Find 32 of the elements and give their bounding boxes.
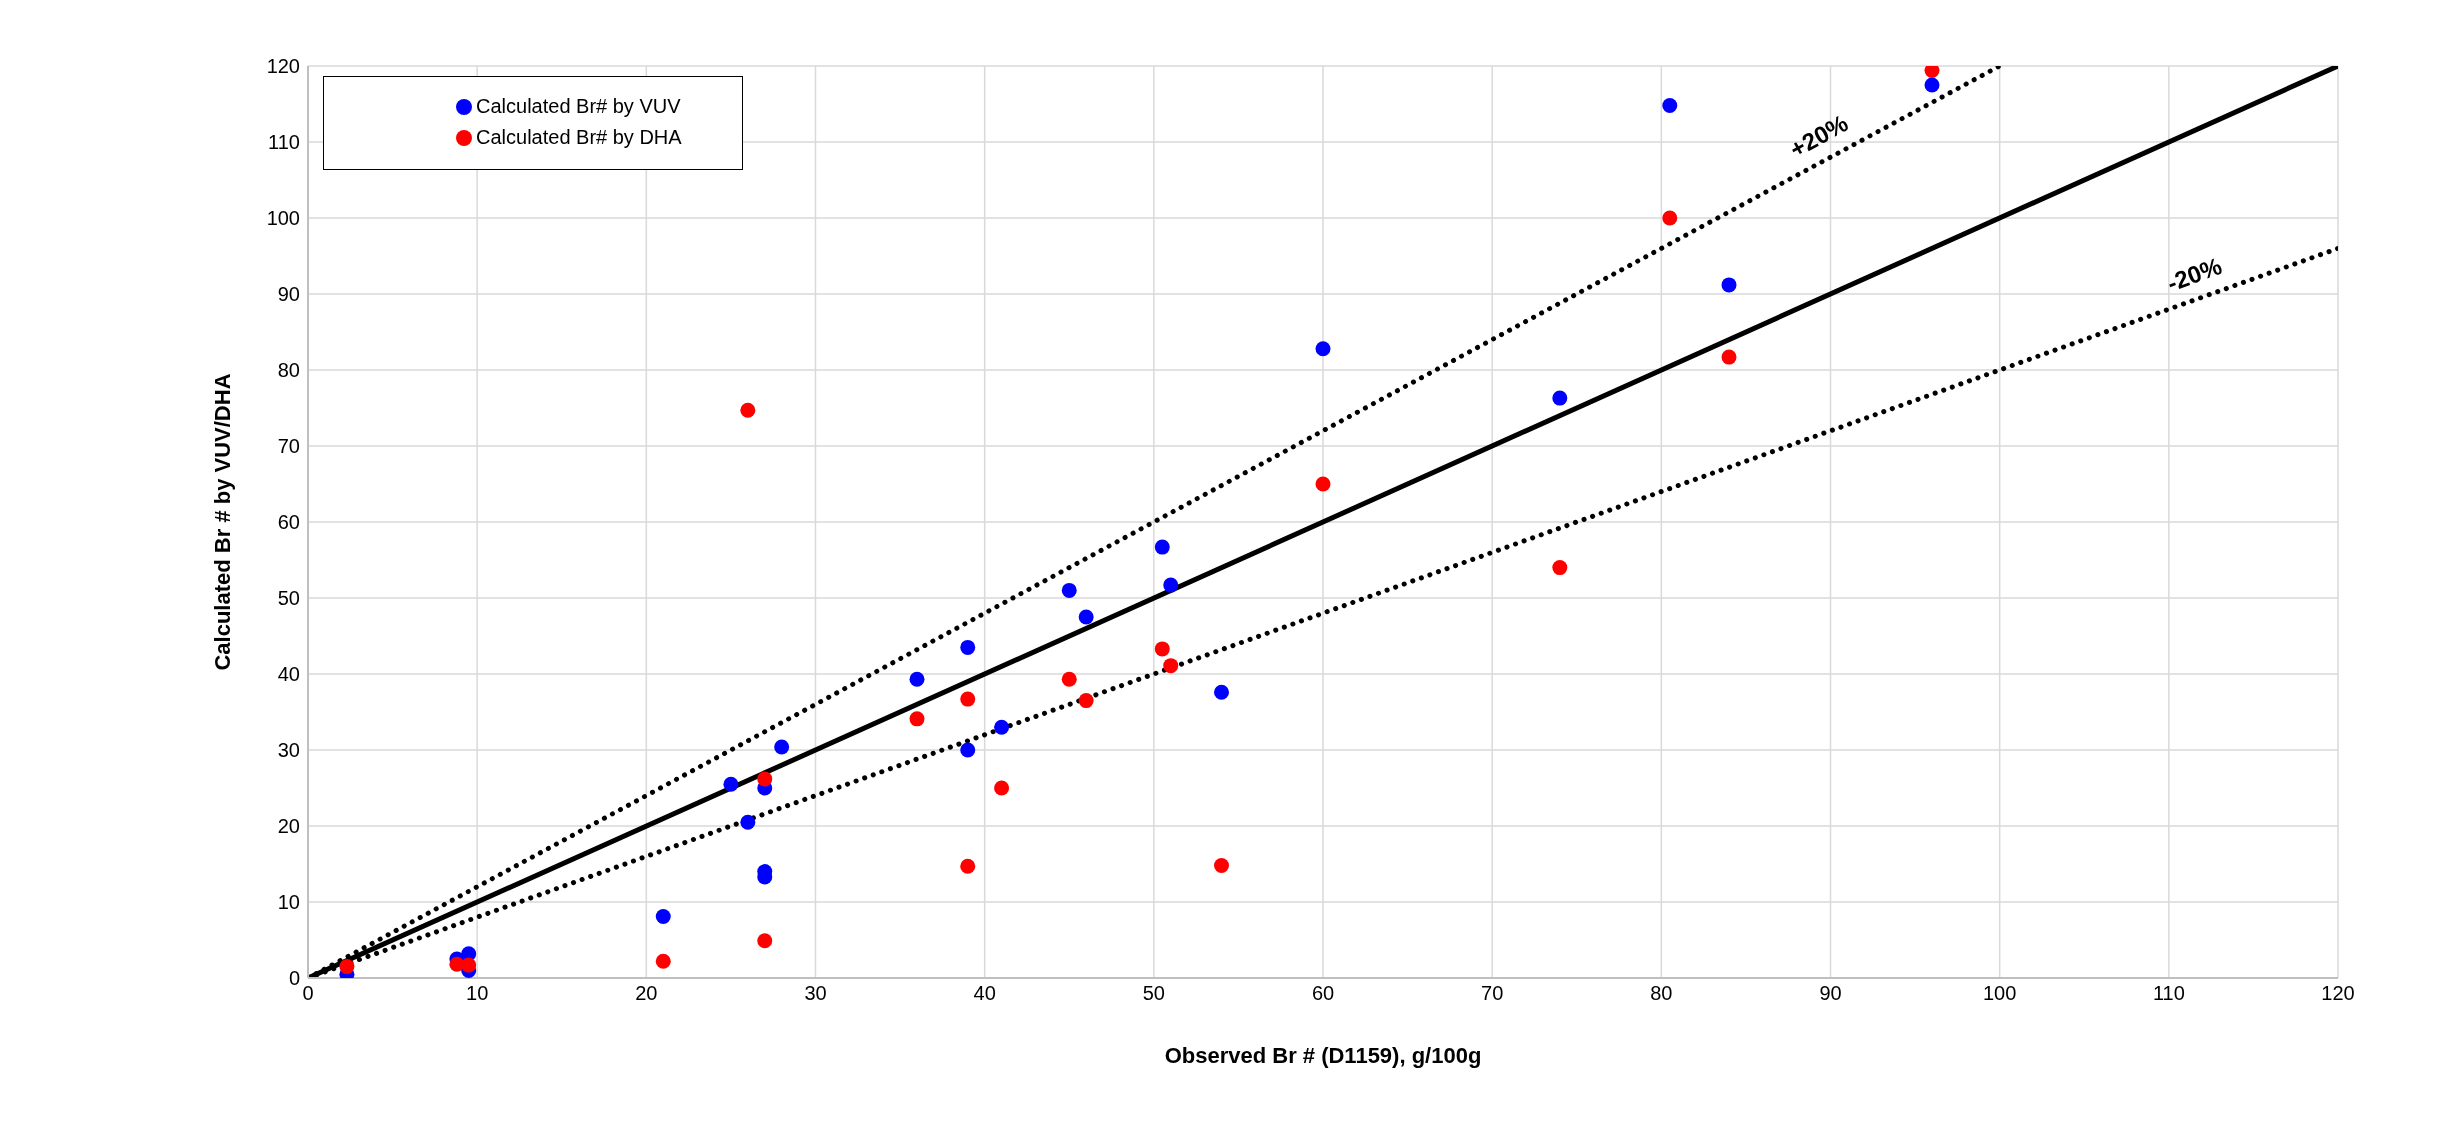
- legend-label: Calculated Br# by DHA: [476, 126, 682, 149]
- y-tick-label: 90: [277, 283, 300, 306]
- annotation: +20%: [1785, 109, 1853, 163]
- y-tick-label: 80: [277, 359, 300, 382]
- y-tick-label: 0: [288, 967, 300, 990]
- annotation: -20%: [2163, 252, 2226, 297]
- y-tick-label: 40: [277, 663, 300, 686]
- x-axis-title: Observed Br # (D1159), g/100g: [1164, 1043, 1482, 1068]
- y-tick-label: 10: [277, 891, 300, 914]
- x-tick-label: 10: [466, 982, 489, 1005]
- x-tick-label: 0: [302, 982, 314, 1005]
- x-tick-label: 30: [804, 982, 827, 1005]
- x-tick-label: 60: [1311, 982, 1335, 1005]
- y-tick-label: 20: [277, 815, 300, 838]
- y-tick-label: 70: [277, 435, 300, 458]
- x-tick-label: 110: [2152, 982, 2185, 1005]
- y-tick-label: 60: [277, 511, 300, 534]
- x-tick-label: 80: [1650, 982, 1673, 1005]
- x-tick-label: 100: [1982, 982, 2017, 1005]
- y-tick-label: 120: [266, 55, 300, 78]
- y-tick-label: 50: [277, 587, 300, 610]
- x-tick-label: 70: [1481, 982, 1504, 1005]
- y-tick-label: 110: [268, 131, 300, 154]
- x-tick-label: 90: [1819, 982, 1842, 1005]
- y-tick-label: 30: [277, 739, 300, 762]
- x-tick-label: 40: [973, 982, 996, 1005]
- y-axis-title: Calculated Br # by VUV/DHA: [210, 373, 236, 671]
- x-tick-label: 120: [2321, 982, 2355, 1005]
- y-tick-label: 100: [266, 207, 300, 230]
- legend-label: Calculated Br# by VUV: [476, 95, 681, 118]
- x-tick-label: 50: [1142, 982, 1165, 1005]
- x-tick-label: 20: [635, 982, 658, 1005]
